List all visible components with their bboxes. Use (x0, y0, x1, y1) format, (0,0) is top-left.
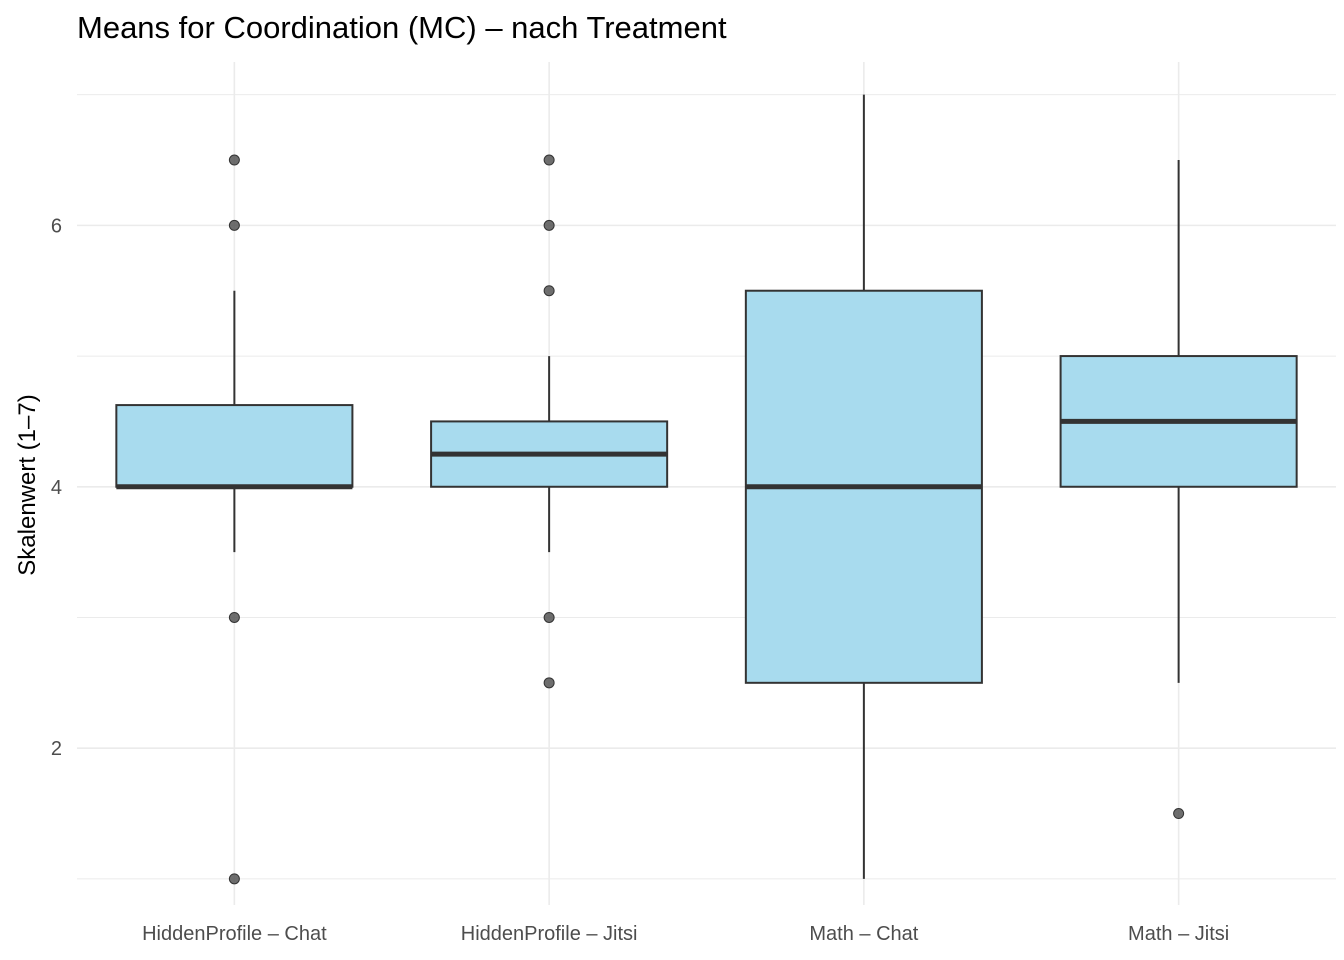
x-tick-labels: HiddenProfile – Chat HiddenProfile – Jits… (142, 923, 1229, 945)
x-tick-label: Math – Chat (809, 923, 918, 945)
y-tick-label: 4 (51, 477, 62, 499)
box (115, 404, 354, 488)
y-tick-label: 6 (51, 215, 62, 237)
outlier-point (1173, 808, 1185, 820)
chart-title: Means for Coordination (MC) – nach Treat… (77, 10, 727, 45)
outliers-layer (228, 154, 1185, 885)
outlier-point (228, 611, 240, 623)
boxes-layer (115, 94, 1298, 879)
outlier-point (543, 154, 555, 166)
outlier-point (543, 677, 555, 689)
x-tick-label: HiddenProfile – Chat (142, 923, 327, 945)
x-tick-label: HiddenProfile – Jitsi (461, 923, 638, 945)
outlier-point (543, 285, 555, 297)
outlier-point (543, 611, 555, 623)
outlier-point (228, 219, 240, 231)
outlier-point (543, 219, 555, 231)
outlier-point (228, 873, 240, 885)
x-tick-label: Math – Jitsi (1128, 923, 1229, 945)
y-tick-labels: 2 4 6 (51, 215, 62, 760)
outlier-point (228, 154, 240, 166)
y-tick-label: 2 (51, 738, 62, 760)
